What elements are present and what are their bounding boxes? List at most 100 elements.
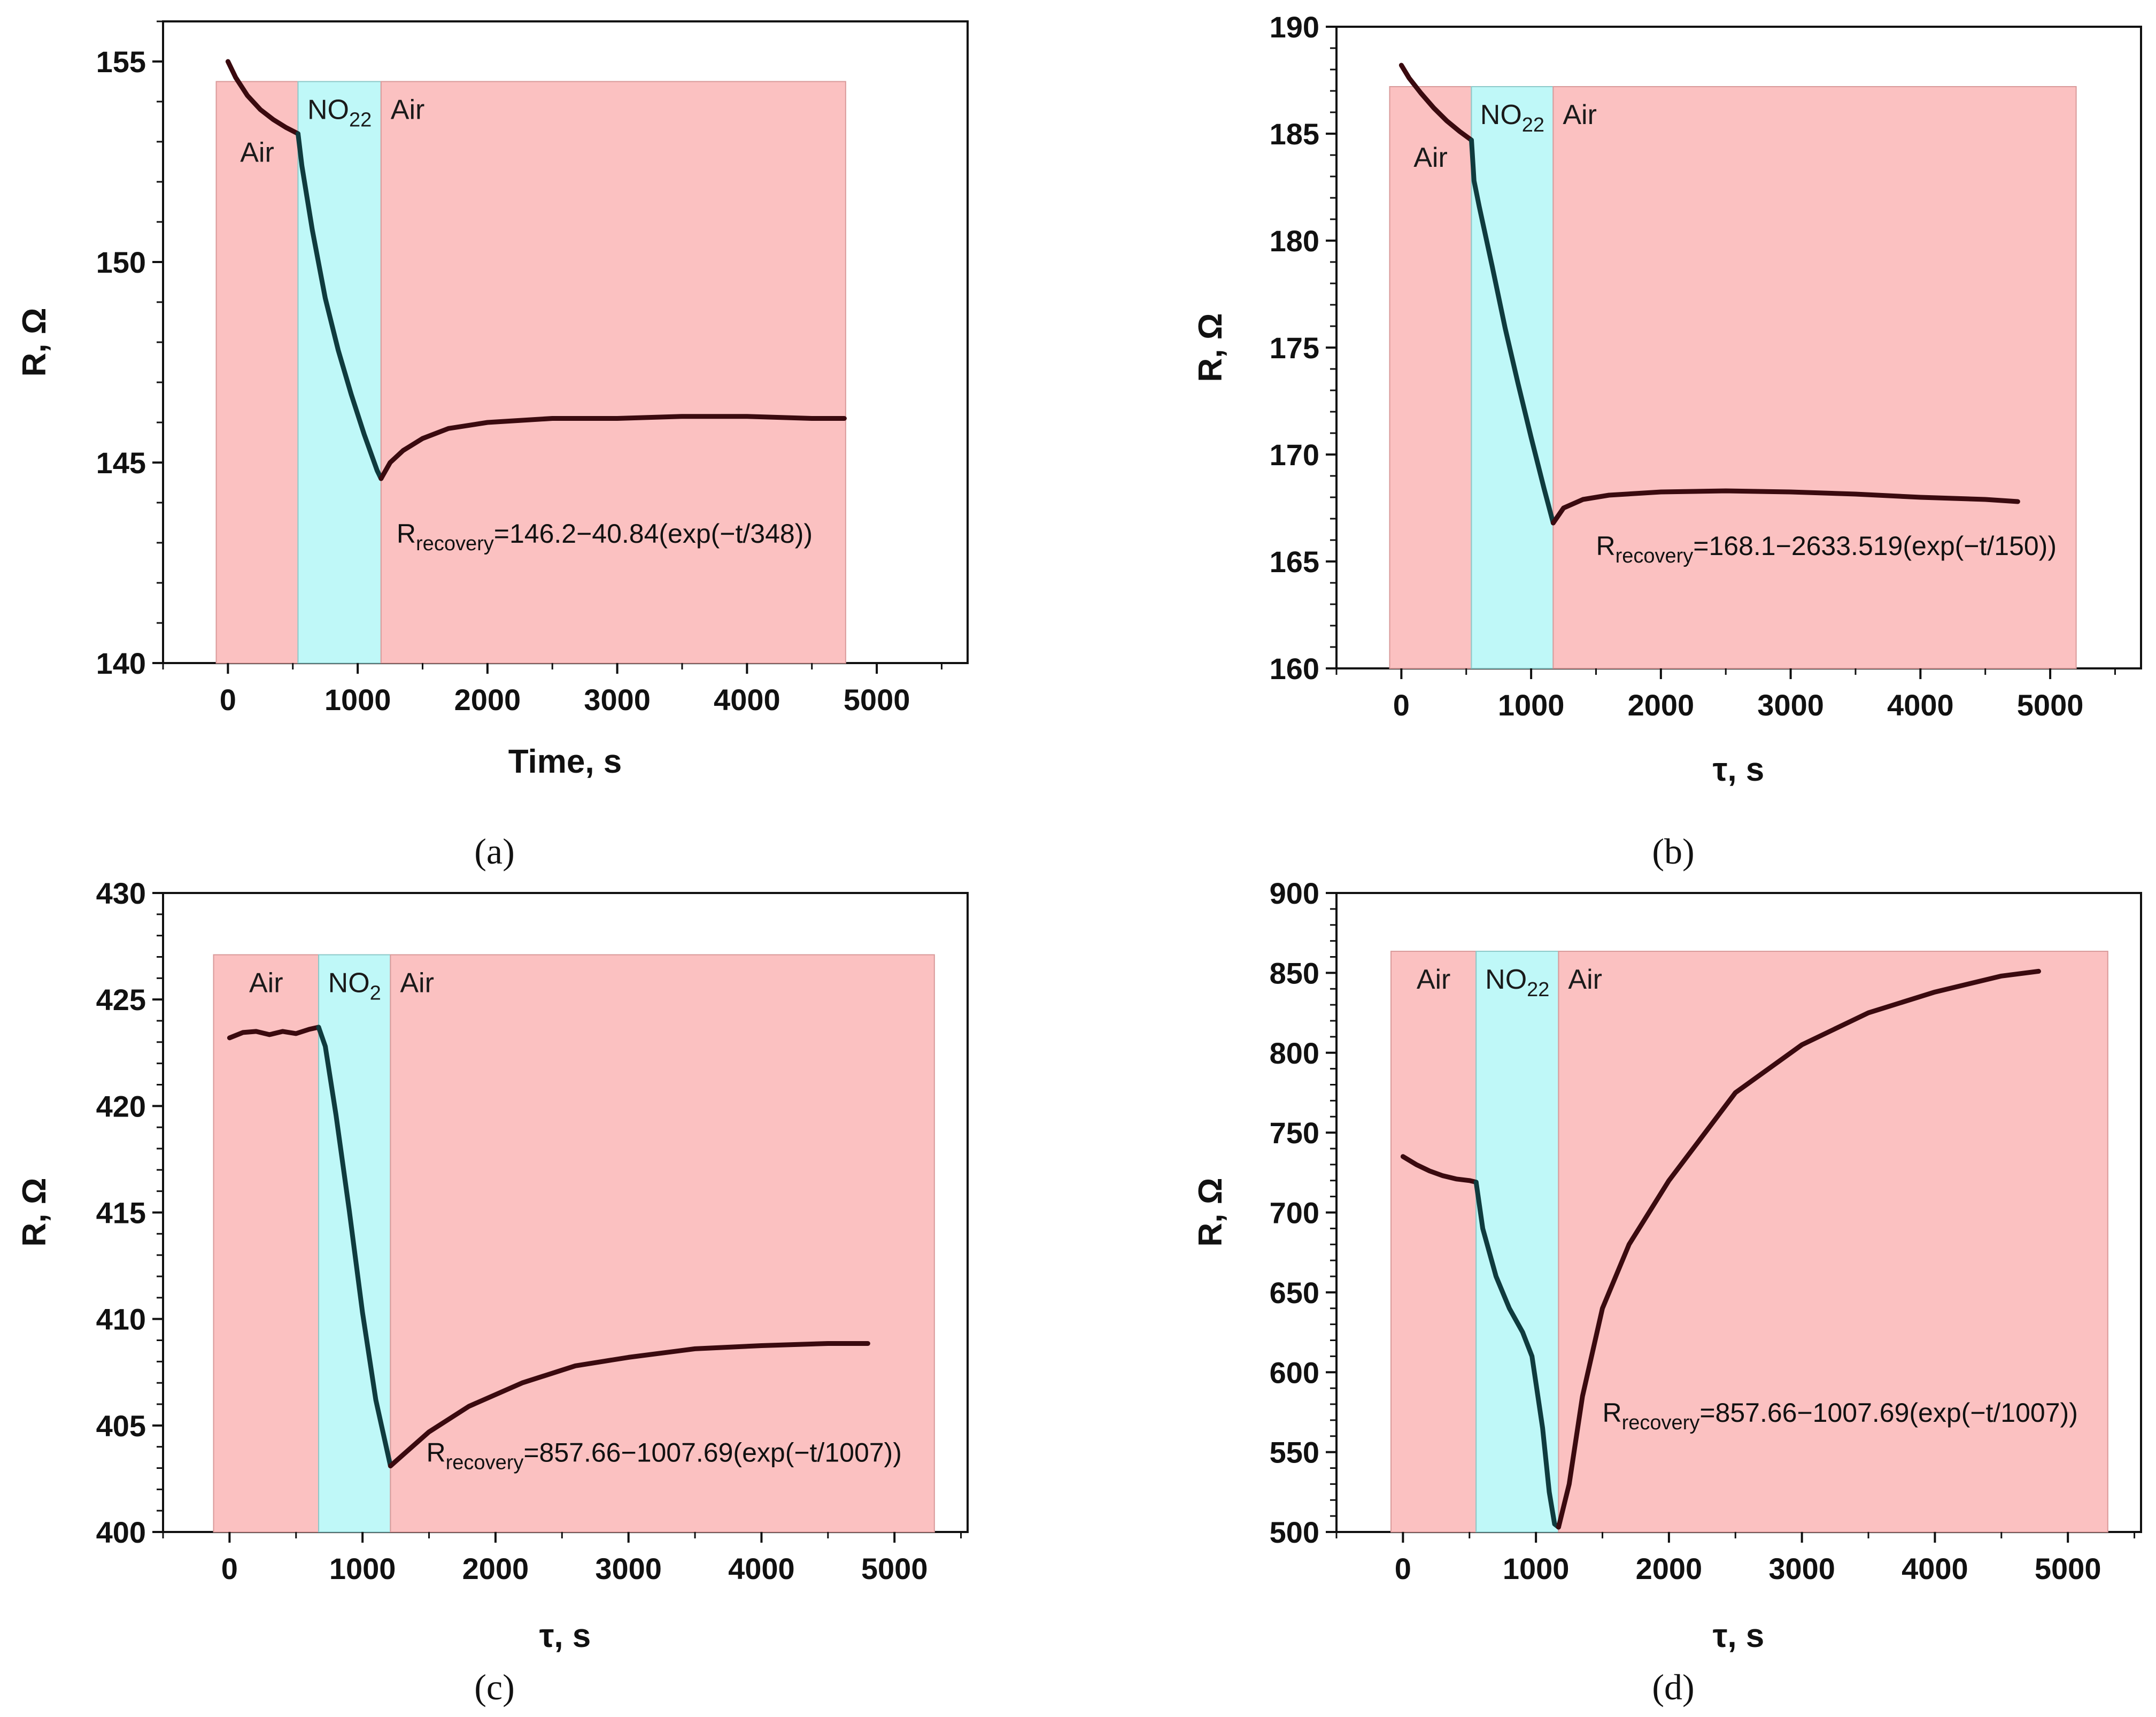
panel-b-series-recovery bbox=[1550, 488, 2020, 526]
panel-c-xtick-label-4000: 4000 bbox=[728, 1552, 795, 1585]
panel-b-y-axis-title: R, Ω bbox=[1192, 313, 1229, 382]
panel-c-series bbox=[227, 1025, 870, 1468]
panel-a-xtick-label-4000: 4000 bbox=[714, 683, 781, 717]
panel-d-region-air-1 bbox=[1390, 951, 1477, 1533]
panel-b-series-air-baseline bbox=[1398, 63, 1474, 143]
panel-d-series-no2-exposure bbox=[1473, 1180, 1561, 1530]
panel-d-ytick-label-750: 750 bbox=[1270, 1116, 1319, 1150]
panel-c-region-label-2: NO2 bbox=[328, 968, 381, 1005]
panel-d: Air NO22 Air 0 1000 2000 3000 4000 5000 500 550 60… bbox=[1192, 876, 2142, 1707]
panel-d-series-recovery bbox=[1556, 968, 2041, 1530]
panel-b-xtick-label-4000: 4000 bbox=[1887, 688, 1954, 722]
panel-a-fit-equation: Rrecovery=146.2−40.84(exp(−t/348)) bbox=[397, 519, 813, 555]
panel-b-xtick-label-2000: 2000 bbox=[1628, 688, 1695, 722]
panel-d-ytick-label-700: 700 bbox=[1270, 1196, 1319, 1230]
panel-a-caption: (a) bbox=[474, 831, 514, 872]
panel-c-ytick-label-420: 420 bbox=[96, 1089, 146, 1123]
panel-c-ytick-label-410: 410 bbox=[96, 1303, 146, 1336]
panel-b-ytick-label-190: 190 bbox=[1270, 10, 1319, 44]
panel-b-series-no2-exposure bbox=[1469, 137, 1556, 526]
panel-d-xtick-label-3000: 3000 bbox=[1768, 1552, 1835, 1585]
panel-d-ticks: 0 1000 2000 3000 4000 5000 500 550 600 650 700 750 8… bbox=[1270, 876, 2136, 1585]
panel-d-ytick-label-650: 650 bbox=[1270, 1276, 1319, 1310]
panel-c-y-axis-title: R, Ω bbox=[16, 1178, 53, 1247]
panel-c-series-no2-exposure bbox=[316, 1025, 393, 1468]
panel-a-y-axis-title: R, Ω bbox=[16, 308, 53, 377]
panel-b-fit-equation: Rrecovery=168.1−2633.519(exp(−t/150)) bbox=[1596, 531, 2057, 567]
panel-a-series-recovery bbox=[378, 414, 847, 481]
panel-d-region-label-1: Air bbox=[1417, 964, 1451, 995]
panel-d-ytick-label-900: 900 bbox=[1270, 876, 1319, 910]
panel-a-xtick-label-0: 0 bbox=[220, 683, 236, 717]
panel-d-xtick-label-5000: 5000 bbox=[2035, 1552, 2101, 1585]
panel-a: Air NO22 Air 0 1000 2000 3000 4000 5000 140 145 15… bbox=[16, 20, 969, 872]
panel-d-xtick-label-4000: 4000 bbox=[1902, 1552, 1968, 1585]
panel-c-ytick-label-405: 405 bbox=[96, 1409, 146, 1443]
panel-c-regions: Air NO2 Air bbox=[213, 954, 935, 1533]
panel-a-regions: Air NO22 Air bbox=[215, 81, 846, 664]
panel-d-regions: Air NO22 Air bbox=[1390, 951, 2108, 1533]
panel-c-xtick-label-5000: 5000 bbox=[861, 1552, 928, 1585]
panel-b-region-label-3: Air bbox=[1563, 99, 1597, 130]
panel-d-y-axis-title: R, Ω bbox=[1192, 1178, 1229, 1247]
panel-d-ytick-label-800: 800 bbox=[1270, 1036, 1319, 1070]
panel-d-x-axis-title: τ, s bbox=[1713, 1618, 1765, 1654]
panel-a-xtick-label-5000: 5000 bbox=[844, 683, 910, 717]
panel-d-xtick-label-0: 0 bbox=[1395, 1552, 1411, 1585]
panel-c-caption: (c) bbox=[474, 1667, 514, 1707]
panel-c-series-air-baseline bbox=[227, 1025, 321, 1041]
panel-a-series-air-baseline bbox=[225, 59, 300, 136]
panel-c-x-axis-title: τ, s bbox=[539, 1618, 591, 1654]
panel-d-ytick-label-500: 500 bbox=[1270, 1515, 1319, 1549]
panel-a-x-axis-title: Time, s bbox=[508, 743, 622, 780]
panel-b-region-label-1: Air bbox=[1413, 142, 1448, 173]
panel-b-xtick-label-5000: 5000 bbox=[2017, 688, 2084, 722]
panel-b-x-axis-title: τ, s bbox=[1713, 751, 1765, 788]
panel-b-ytick-label-175: 175 bbox=[1270, 331, 1319, 365]
panel-a-region-label-2: NO22 bbox=[307, 95, 372, 132]
panel-c-ytick-label-430: 430 bbox=[96, 876, 146, 910]
panel-a-xtick-label-2000: 2000 bbox=[454, 683, 521, 717]
panel-a-xtick-label-1000: 1000 bbox=[324, 683, 391, 717]
panel-b-caption: (b) bbox=[1652, 831, 1694, 872]
panel-c-ticks: 0 1000 2000 3000 4000 5000 400 405 410 415 420 425 4… bbox=[96, 876, 962, 1585]
panel-d-fit-equation: Rrecovery=857.66−1007.69(exp(−t/1007)) bbox=[1603, 1398, 2078, 1434]
panel-c-xtick-label-3000: 3000 bbox=[595, 1552, 662, 1585]
panel-c-region-label-3: Air bbox=[400, 968, 434, 999]
panel-c-xtick-label-2000: 2000 bbox=[462, 1552, 529, 1585]
panel-b-ytick-label-180: 180 bbox=[1270, 224, 1319, 258]
panel-c-ytick-label-425: 425 bbox=[96, 983, 146, 1017]
panel-c-xtick-label-1000: 1000 bbox=[329, 1552, 396, 1585]
panel-a-region-no2-2 bbox=[297, 81, 382, 664]
panel-b-region-air-1 bbox=[1389, 86, 1472, 669]
panel-c-series-recovery bbox=[388, 1341, 870, 1468]
panel-a-region-air-1 bbox=[215, 81, 299, 664]
panel-b-ytick-label-170: 170 bbox=[1270, 438, 1319, 472]
panel-b-xtick-label-3000: 3000 bbox=[1757, 688, 1824, 722]
panel-b-ticks: 0 1000 2000 3000 4000 5000 160 165 170 175 180 185 1… bbox=[1270, 10, 2116, 722]
panel-c-region-label-1: Air bbox=[249, 968, 283, 999]
panel-d-region-label-2: NO22 bbox=[1485, 964, 1549, 1001]
panel-b-xtick-label-0: 0 bbox=[1393, 688, 1410, 722]
panel-c: Air NO2 Air 0 1000 2000 3000 4000 5000 400 405 410… bbox=[16, 876, 969, 1707]
panel-a-region-label-3: Air bbox=[391, 95, 425, 126]
panel-c-xtick-label-0: 0 bbox=[221, 1552, 238, 1585]
panel-d-ytick-label-550: 550 bbox=[1270, 1436, 1319, 1469]
panel-c-region-air-3 bbox=[390, 954, 935, 1533]
panel-a-ytick-label-140: 140 bbox=[96, 646, 146, 680]
panel-d-region-air-3 bbox=[1558, 951, 2108, 1533]
panel-d-series-air-baseline bbox=[1400, 1154, 1479, 1185]
panel-d-ytick-label-600: 600 bbox=[1270, 1356, 1319, 1389]
panel-a-region-label-1: Air bbox=[240, 137, 274, 168]
panel-c-region-air-1 bbox=[213, 954, 320, 1533]
panel-b-region-label-2: NO22 bbox=[1480, 99, 1544, 136]
panel-a-series bbox=[225, 59, 847, 481]
panel-a-ytick-label-155: 155 bbox=[96, 45, 146, 79]
panel-b-region-no2-2 bbox=[1471, 86, 1554, 669]
panel-b-regions: Air NO22 Air bbox=[1389, 86, 2077, 669]
panel-b-region-air-3 bbox=[1552, 86, 2077, 669]
panel-a-region-air-3 bbox=[380, 81, 846, 664]
panel-d-region-label-3: Air bbox=[1568, 964, 1602, 995]
panel-b-series bbox=[1398, 63, 2020, 526]
